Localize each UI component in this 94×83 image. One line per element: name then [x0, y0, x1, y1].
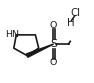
- Text: Cl: Cl: [70, 8, 80, 18]
- Text: O: O: [50, 21, 57, 30]
- Text: O: O: [50, 58, 57, 67]
- Text: S: S: [50, 39, 57, 49]
- Polygon shape: [26, 44, 54, 57]
- Text: HN: HN: [5, 30, 19, 39]
- Text: H: H: [67, 18, 75, 28]
